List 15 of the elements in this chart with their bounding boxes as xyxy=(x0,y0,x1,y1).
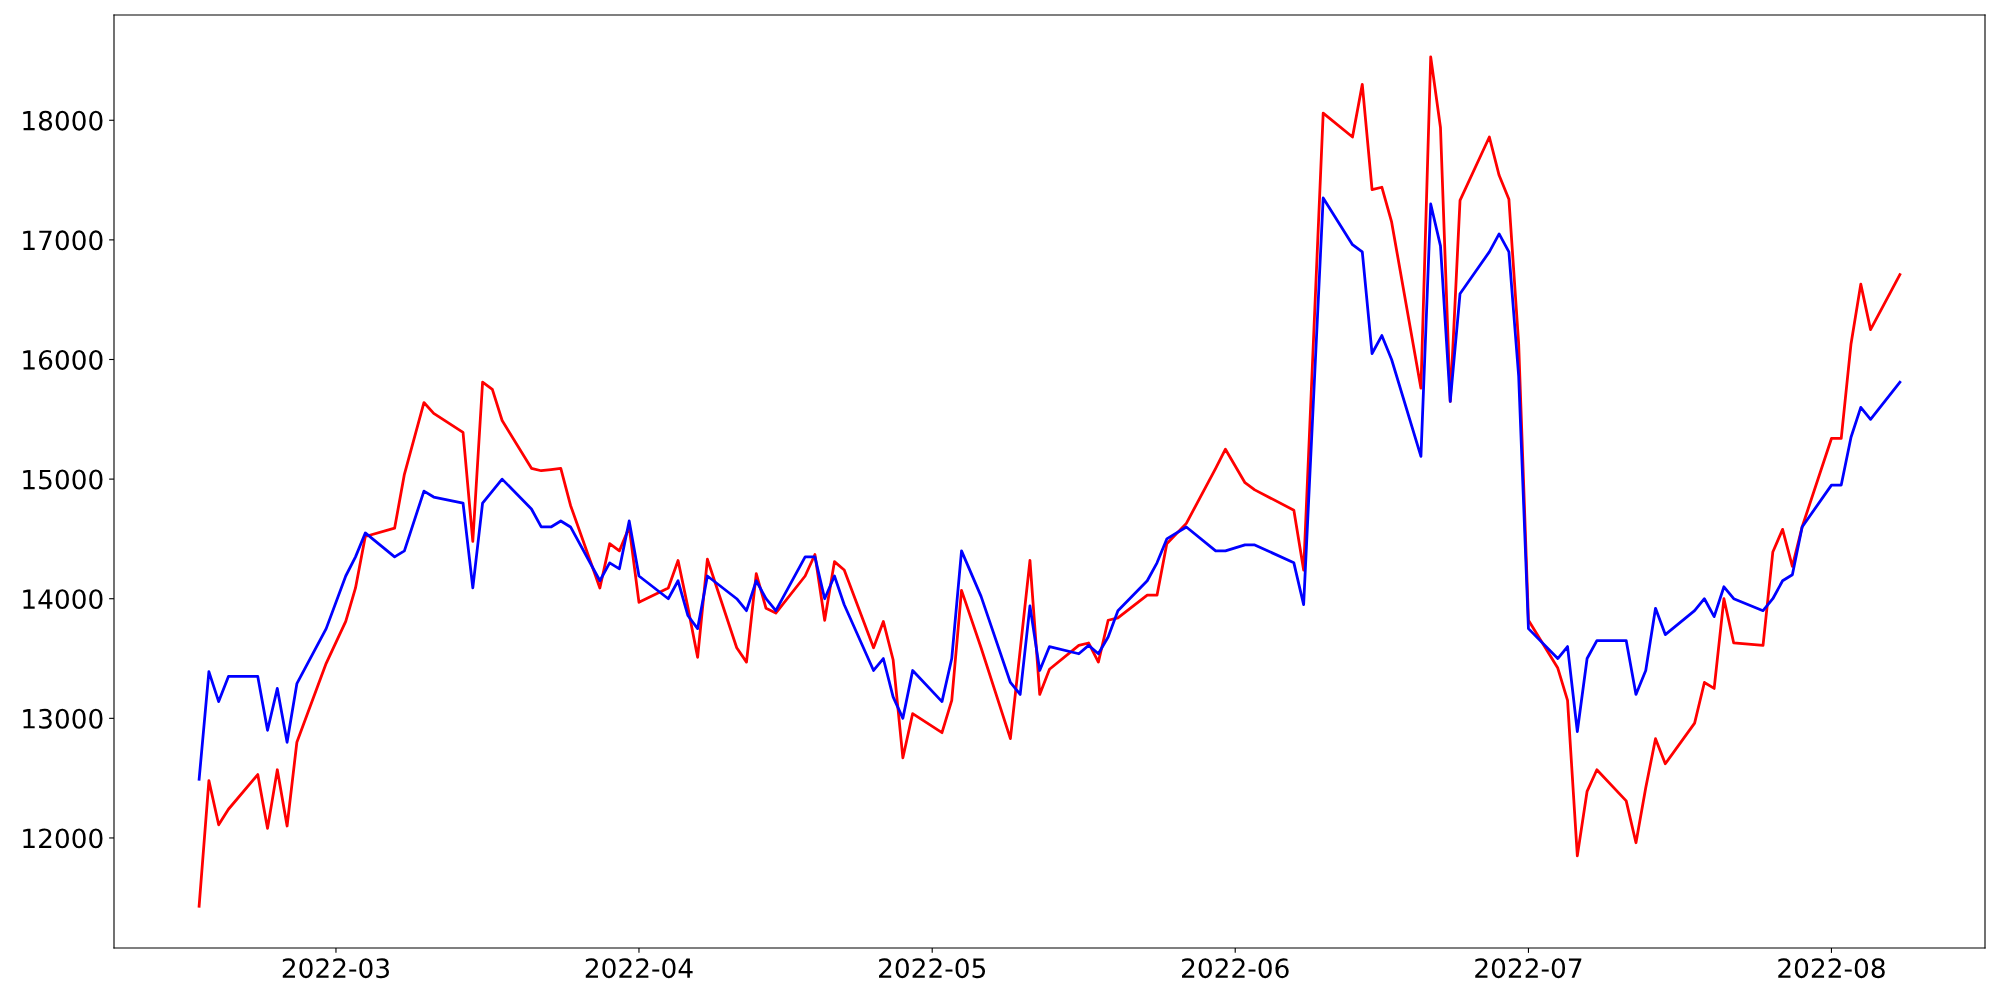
y-tick-label: 12000 xyxy=(23,828,103,849)
x-tick-label: 2022-06 xyxy=(1182,958,1289,979)
y-tick-label: 16000 xyxy=(23,349,103,370)
y-tick-label: 18000 xyxy=(23,110,103,131)
x-tick-label: 2022-04 xyxy=(585,958,693,979)
line-series xyxy=(197,55,1902,908)
x-tick-label: 2022-08 xyxy=(1778,958,1885,979)
y-tick-label: 14000 xyxy=(23,589,103,610)
line-series xyxy=(197,196,1902,781)
y-tick-label: 15000 xyxy=(23,469,103,490)
y-tick-label: 13000 xyxy=(23,708,103,729)
y-tick-label: 17000 xyxy=(23,230,103,251)
x-tick-label: 2022-07 xyxy=(1475,958,1582,979)
x-tick-label: 2022-05 xyxy=(879,958,986,979)
x-tick-label: 2022-03 xyxy=(282,958,389,979)
